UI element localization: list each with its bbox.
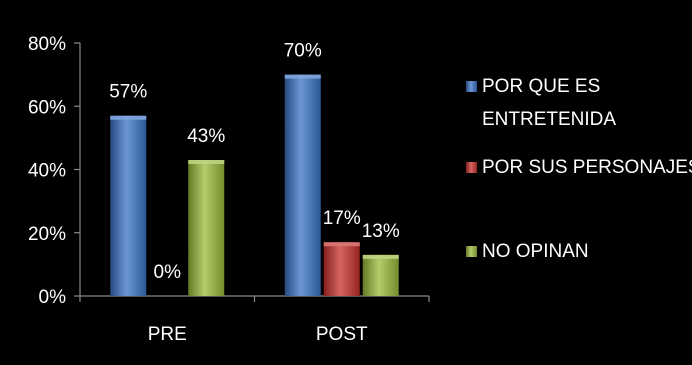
legend-label-por-que-es-entretenida: POR QUE ES bbox=[482, 76, 600, 97]
data-label-post-por-sus-personajes: 17% bbox=[323, 208, 361, 229]
bar-cap bbox=[188, 160, 225, 165]
data-labels: 57% 0% 43% 70% 17%13% bbox=[109, 41, 400, 283]
axes: 0% 20% 40% 60% 80% PRE POST bbox=[28, 34, 430, 345]
x-category-label-post: POST bbox=[316, 324, 368, 345]
bars bbox=[110, 74, 399, 296]
bar-post-por-sus-personajes bbox=[323, 242, 360, 296]
legend-swatch-por-sus-personajes bbox=[466, 162, 477, 173]
legend: POR QUE ES ENTRETENIDA POR SUS PERSONAJES N… bbox=[466, 76, 692, 262]
bar-cap bbox=[362, 254, 399, 259]
bar-pre-no-opinan bbox=[188, 160, 225, 296]
legend-label-no-opinan: NO OPINAN bbox=[482, 241, 589, 262]
data-label-pre-por-sus-personajes: 0% bbox=[154, 262, 182, 283]
legend-swatch-por-que-es-entretenida bbox=[466, 81, 477, 92]
legend-swatch-no-opinan bbox=[466, 246, 477, 257]
y-tick-label: 40% bbox=[28, 161, 66, 182]
x-category-label-pre: PRE bbox=[148, 324, 187, 345]
bar-pre-por-que-es-entretenida bbox=[110, 115, 147, 296]
data-label-post-no-opinan: 13% bbox=[362, 221, 400, 242]
y-tick-label: 0% bbox=[39, 287, 67, 308]
data-label-post-por-que-es-entretenida: 70% bbox=[284, 41, 322, 62]
y-tick-label: 20% bbox=[28, 224, 66, 245]
y-tick-label: 60% bbox=[28, 97, 66, 118]
bar-cap bbox=[284, 74, 321, 79]
y-tick-label: 80% bbox=[28, 34, 66, 55]
data-label-pre-por-que-es-entretenida: 57% bbox=[109, 82, 147, 103]
bar-cap bbox=[323, 242, 360, 247]
data-label-pre-no-opinan: 43% bbox=[187, 126, 225, 147]
bar-post-no-opinan bbox=[362, 254, 399, 296]
legend-label-por-que-es-entretenida: ENTRETENIDA bbox=[482, 109, 616, 130]
bar-post-por-que-es-entretenida bbox=[284, 74, 321, 296]
legend-label-por-sus-personajes: POR SUS PERSONAJES bbox=[482, 157, 692, 178]
bar-cap bbox=[110, 115, 147, 120]
